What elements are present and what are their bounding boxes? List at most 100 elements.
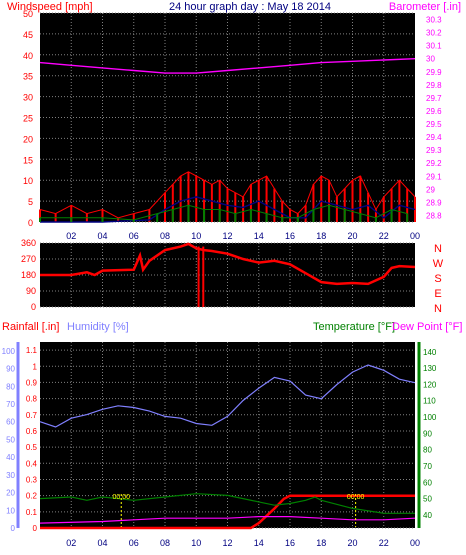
rain-tick-label: 1.1 [26,346,38,355]
compass-label: S [434,273,441,285]
rain-tick-label: 1 [33,362,38,371]
temperature-tick-label: 100 [423,413,437,422]
legend-item: Rainfall [.in] [2,321,59,333]
humidity-tick-label: 10 [6,506,15,515]
barometer-tick-label: 28.9 [426,198,442,207]
temperature-tick-label: 40 [423,511,432,520]
temperature-tick-label: 80 [423,446,432,455]
wind-tick-label: 0 [28,218,33,228]
temperature-tick-label: 90 [423,429,432,438]
direction-tick-label: 360 [21,238,36,248]
series-line-1 [40,494,415,530]
rain-tick-label: 0.7 [26,411,38,420]
temperature-tick-label: 110 [423,397,436,406]
compass-label: W [433,258,444,270]
axis-labels: 5045403530252015105030.330.230.13029.929… [2,1,463,548]
barometer-tick-label: 30 [426,55,435,64]
temperature-tick-label: 60 [423,478,432,487]
compass-label: E [434,288,441,300]
wind-tick-label: 5 [28,197,33,207]
legend-item: Humidity [%] [67,321,129,333]
rain-tick-label: 0.4 [26,459,38,468]
humidity-tick-label: 60 [6,418,15,427]
direction-tick-label: 90 [26,286,36,296]
rain-tick-label: 0.3 [26,475,38,484]
rain-tick-label: 0.5 [26,443,38,452]
time-tick-label: 04 [97,538,107,548]
time-tick-label: 04 [97,231,107,241]
humidity-tick-label: 20 [6,489,15,498]
time-tick-label: 02 [66,231,76,241]
barometer-line [39,58,416,74]
direction-tick-label: 0 [31,302,36,312]
time-tick-label: 08 [160,231,170,241]
barometer-axis-title: Barometer [.in] [389,1,461,13]
humidity-tick-label: 50 [6,435,15,444]
time-tick-label: 00 [410,538,420,548]
time-tick-label: 08 [160,538,170,548]
time-tick-label: 16 [285,231,295,241]
humidity-tick-label: 90 [6,365,15,374]
legend-item: Temperature [°F] [313,321,395,333]
wind-tick-label: 25 [23,114,33,124]
temperature-tick-label: 130 [423,364,437,373]
compass-label: N [434,243,442,255]
barometer-tick-label: 29.3 [426,146,442,155]
barometer-tick-label: 29.8 [426,81,442,90]
time-tick-label: 14 [254,538,264,548]
wind-series-1 [39,171,416,219]
temperature-tick-label: 70 [423,462,432,471]
time-tick-label: 22 [379,231,389,241]
time-tick-label: 14 [254,231,264,241]
wind-tick-label: 20 [23,134,33,144]
time-tick-label: 00 [410,231,420,241]
series-line-0 [39,364,416,428]
wind-tick-label: 10 [23,176,33,186]
barometer-tick-label: 29.5 [426,120,442,129]
humidity-tick-label: 80 [6,382,15,391]
time-tick-label: 22 [379,538,389,548]
panel3-series: 00:00 00:00 [39,364,416,530]
humidity-tick-label: 70 [6,400,15,409]
time-tick-label: 18 [316,231,326,241]
wind-direction-line [40,242,416,286]
time-tick-label: 16 [285,538,295,548]
time-tick-label: 20 [347,231,357,241]
humidity-tick-label: 40 [6,453,15,462]
rain-tick-label: 0 [33,524,38,533]
barometer-tick-label: 29.4 [426,133,442,142]
rain-tick-label: 0.1 [26,508,38,517]
panel2-series [40,242,416,307]
wind-tick-label: 15 [23,155,33,165]
temperature-tick-label: 140 [423,348,437,357]
time-tick-label: 18 [316,538,326,548]
rain-tick-label: 0.8 [26,395,38,404]
wind-tick-label: 35 [23,72,33,82]
barometer-tick-label: 29 [426,185,435,194]
barometer-tick-label: 29.2 [426,159,442,168]
wind-series-3 [40,204,408,221]
humidity-tick-label: 0 [11,524,16,533]
legend-item: Dew Point [°F] [392,321,462,333]
wind-tick-label: 50 [23,9,33,19]
wind-tick-label: 45 [23,30,33,40]
wind-average-line [40,196,416,223]
time-tick-label: 20 [347,538,357,548]
barometer-tick-label: 29.7 [426,94,442,103]
humidity-tick-label: 100 [2,347,16,356]
barometer-tick-label: 30.1 [426,42,442,51]
time-tick-label: 10 [191,538,201,548]
barometer-tick-label: 29.6 [426,107,442,116]
time-tick-label: 02 [66,538,76,548]
axes [16,342,421,528]
humidity-tick-label: 30 [6,471,15,480]
barometer-tick-label: 28.8 [426,211,442,220]
rain-tick-label: 0.2 [26,492,38,501]
compass-label: N [434,303,442,315]
windspeed-axis-title: Windspeed [mph] [7,1,93,13]
time-tick-label: 10 [191,231,201,241]
wind-tick-label: 30 [23,93,33,103]
direction-tick-label: 180 [21,270,36,280]
